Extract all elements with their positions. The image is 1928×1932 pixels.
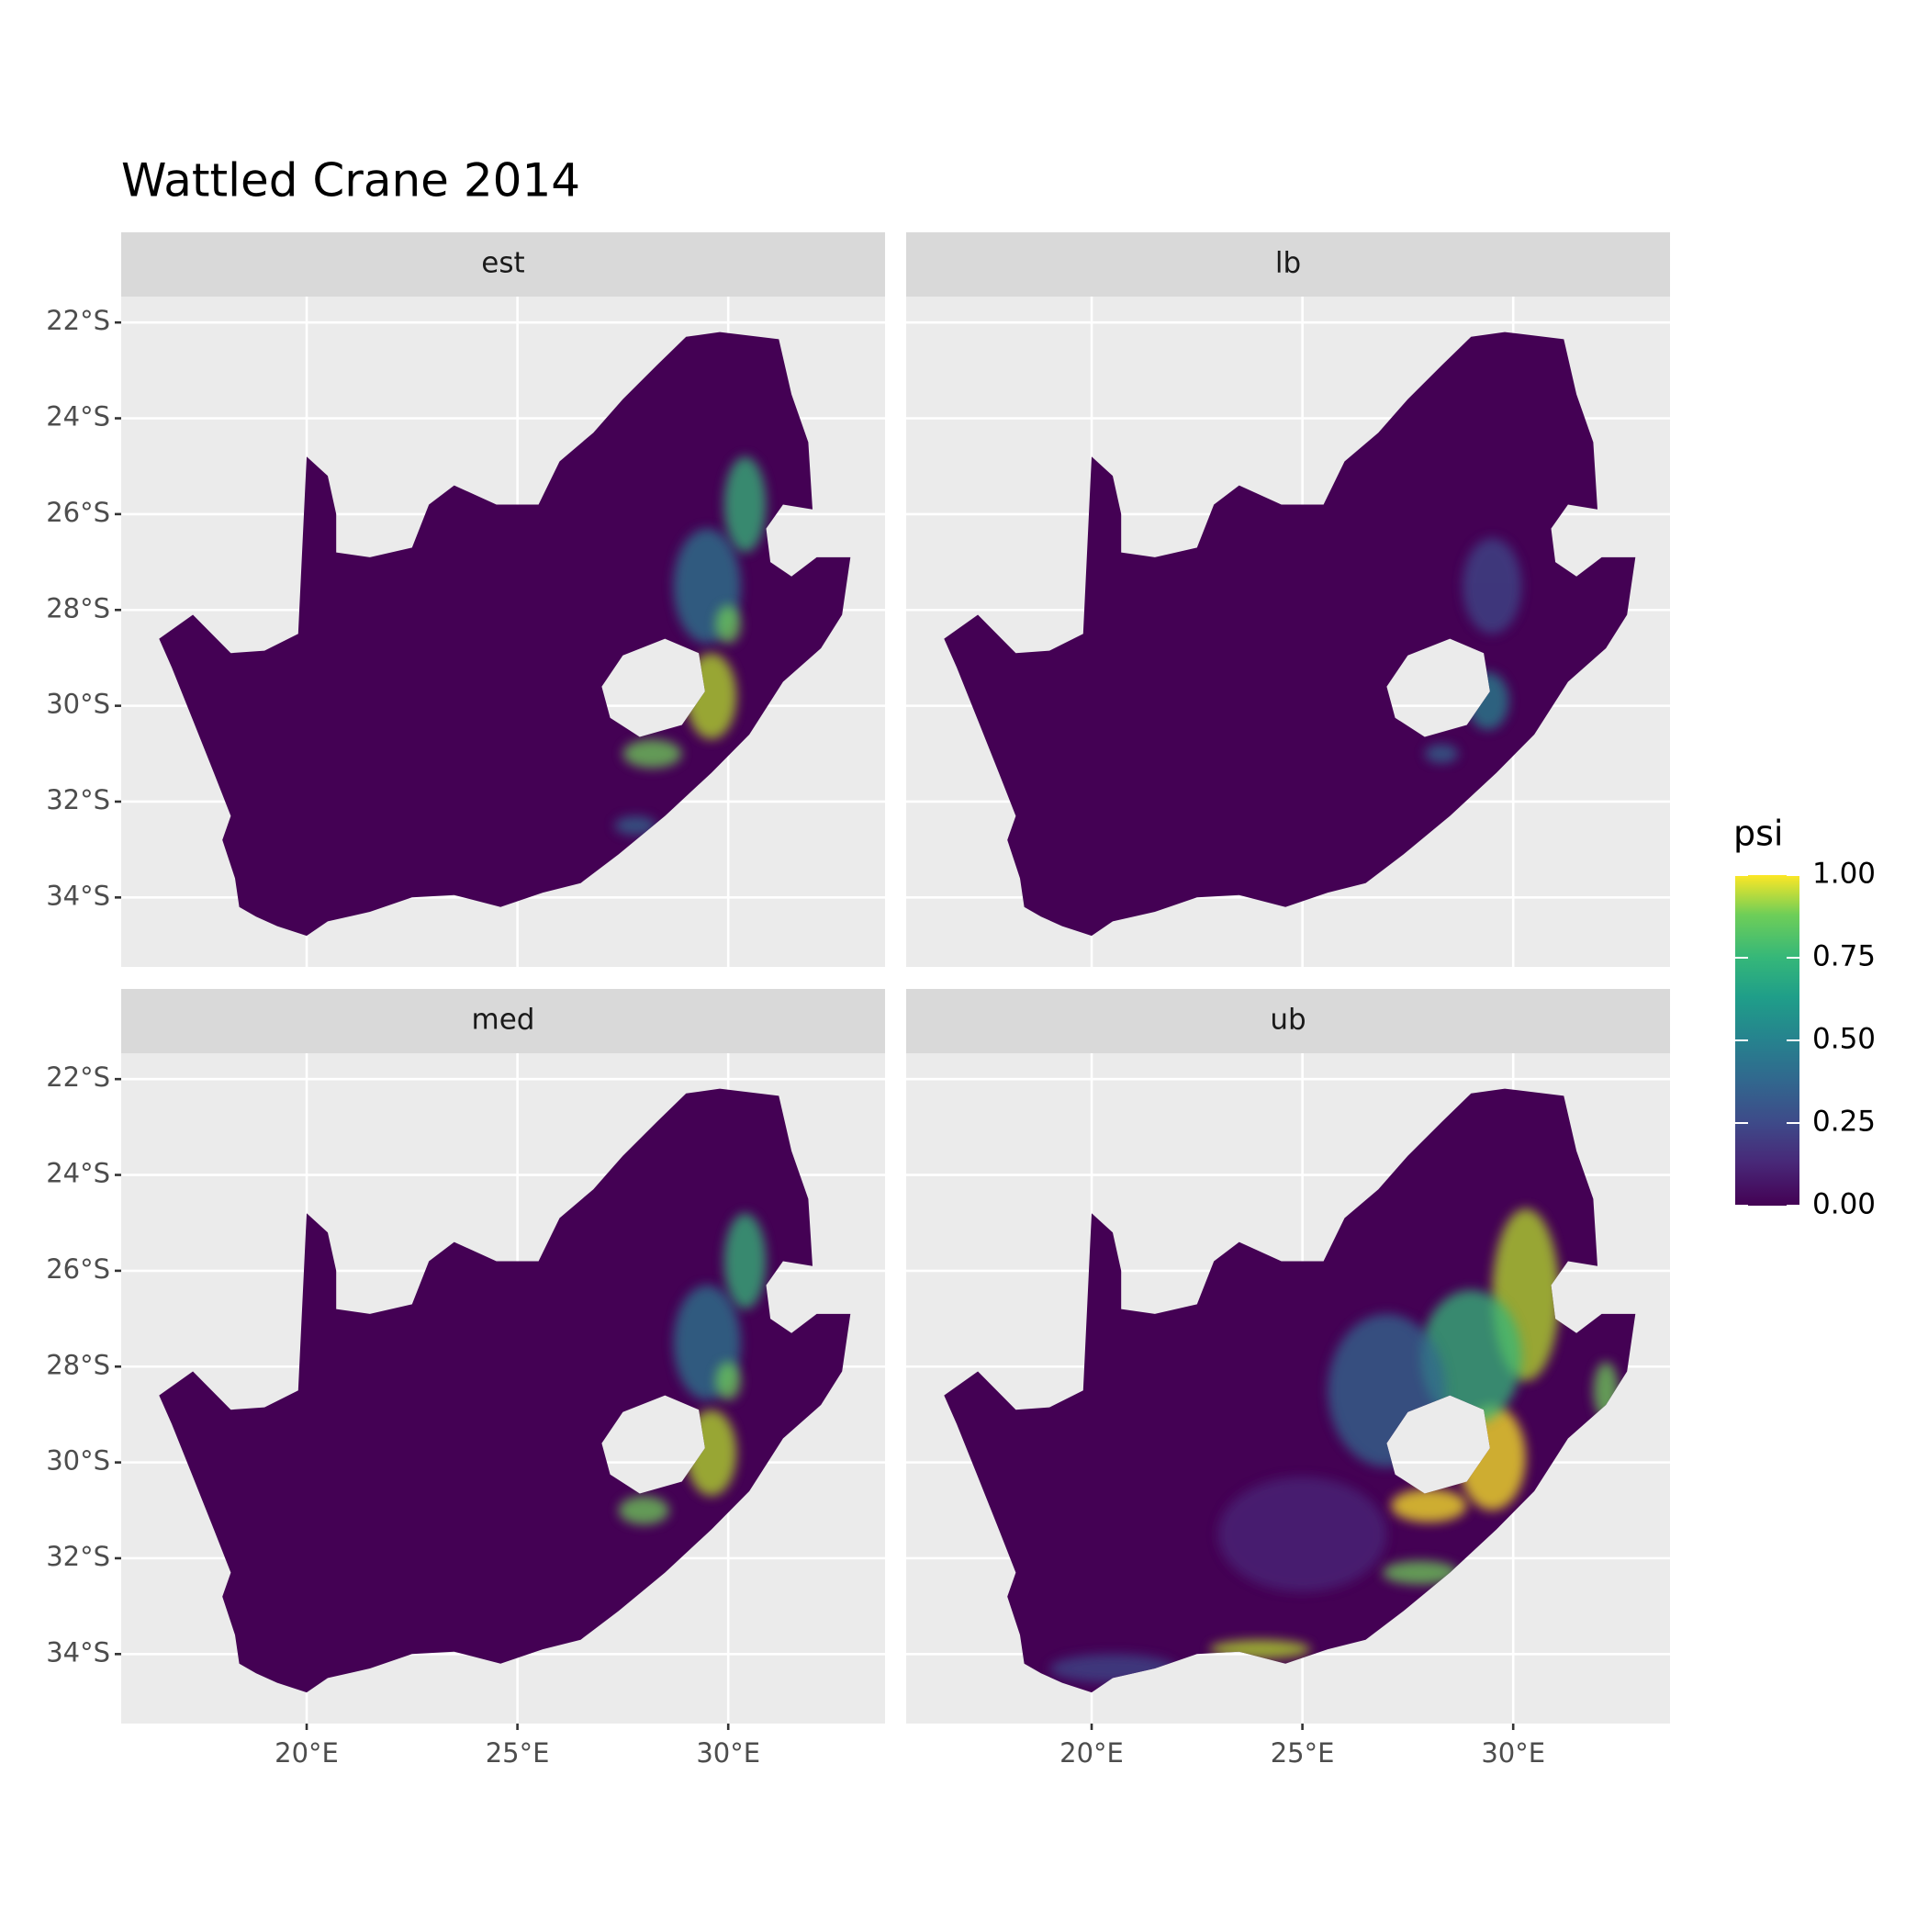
facet-strip bbox=[121, 989, 885, 1053]
y-tick-label: 28°S bbox=[46, 592, 110, 623]
hotspot bbox=[1217, 1477, 1387, 1592]
hotspot bbox=[1463, 537, 1522, 635]
x-tick-label: 25°E bbox=[1271, 1737, 1335, 1769]
hotspot bbox=[622, 739, 682, 769]
facet-label: lb bbox=[1275, 247, 1301, 280]
y-tick-label: 26°S bbox=[46, 497, 110, 528]
facet-label: est bbox=[481, 247, 524, 280]
hotspot bbox=[715, 605, 741, 644]
y-tick-label: 26°S bbox=[46, 1253, 110, 1285]
y-tick-label: 34°S bbox=[46, 1636, 110, 1668]
x-tick-label: 30°E bbox=[696, 1737, 760, 1769]
hotspot bbox=[618, 1496, 669, 1525]
y-tick-label: 32°S bbox=[46, 1541, 110, 1572]
x-tick-label: 25°E bbox=[486, 1737, 550, 1769]
y-tick-label: 32°S bbox=[46, 784, 110, 815]
y-tick-label: 24°S bbox=[46, 401, 110, 432]
x-tick-label: 20°E bbox=[275, 1737, 339, 1769]
x-tick-label: 20°E bbox=[1059, 1737, 1124, 1769]
hotspot bbox=[614, 815, 657, 836]
hotspot bbox=[1424, 744, 1459, 764]
y-tick-label: 28°S bbox=[46, 1349, 110, 1380]
facet-strip bbox=[121, 232, 885, 297]
hotspot bbox=[715, 1362, 741, 1400]
x-tick-label: 30°E bbox=[1481, 1737, 1545, 1769]
legend-label: 0.25 bbox=[1812, 1106, 1876, 1139]
y-tick-label: 34°S bbox=[46, 880, 110, 911]
hotspots bbox=[1424, 537, 1522, 764]
country-raster bbox=[944, 331, 1636, 937]
y-tick-label: 30°S bbox=[46, 1445, 110, 1477]
facet-strip bbox=[906, 989, 1670, 1053]
y-tick-label: 22°S bbox=[46, 305, 110, 336]
legend-label: 1.00 bbox=[1812, 858, 1876, 891]
y-tick-label: 30°S bbox=[46, 689, 110, 720]
y-tick-label: 24°S bbox=[46, 1158, 110, 1189]
hotspots bbox=[614, 456, 767, 836]
legend-label: 0.00 bbox=[1812, 1188, 1876, 1221]
hotspot bbox=[723, 1213, 767, 1309]
facet-strip bbox=[906, 232, 1670, 297]
hotspot bbox=[1391, 1488, 1467, 1522]
facet-label: med bbox=[472, 1004, 535, 1037]
country-raster bbox=[159, 331, 851, 937]
legend-label: 0.50 bbox=[1812, 1023, 1876, 1056]
hotspot bbox=[723, 456, 767, 553]
country-raster bbox=[159, 1088, 851, 1693]
legend-label: 0.75 bbox=[1812, 940, 1876, 973]
hotspot bbox=[1382, 1560, 1459, 1585]
chart-title: Wattled Crane 2014 bbox=[121, 154, 580, 208]
y-tick-label: 22°S bbox=[46, 1061, 110, 1093]
hotspots bbox=[1049, 1208, 1619, 1683]
facet-label: ub bbox=[1270, 1004, 1306, 1037]
country-raster bbox=[944, 1088, 1636, 1693]
legend-title: psi bbox=[1733, 814, 1783, 854]
